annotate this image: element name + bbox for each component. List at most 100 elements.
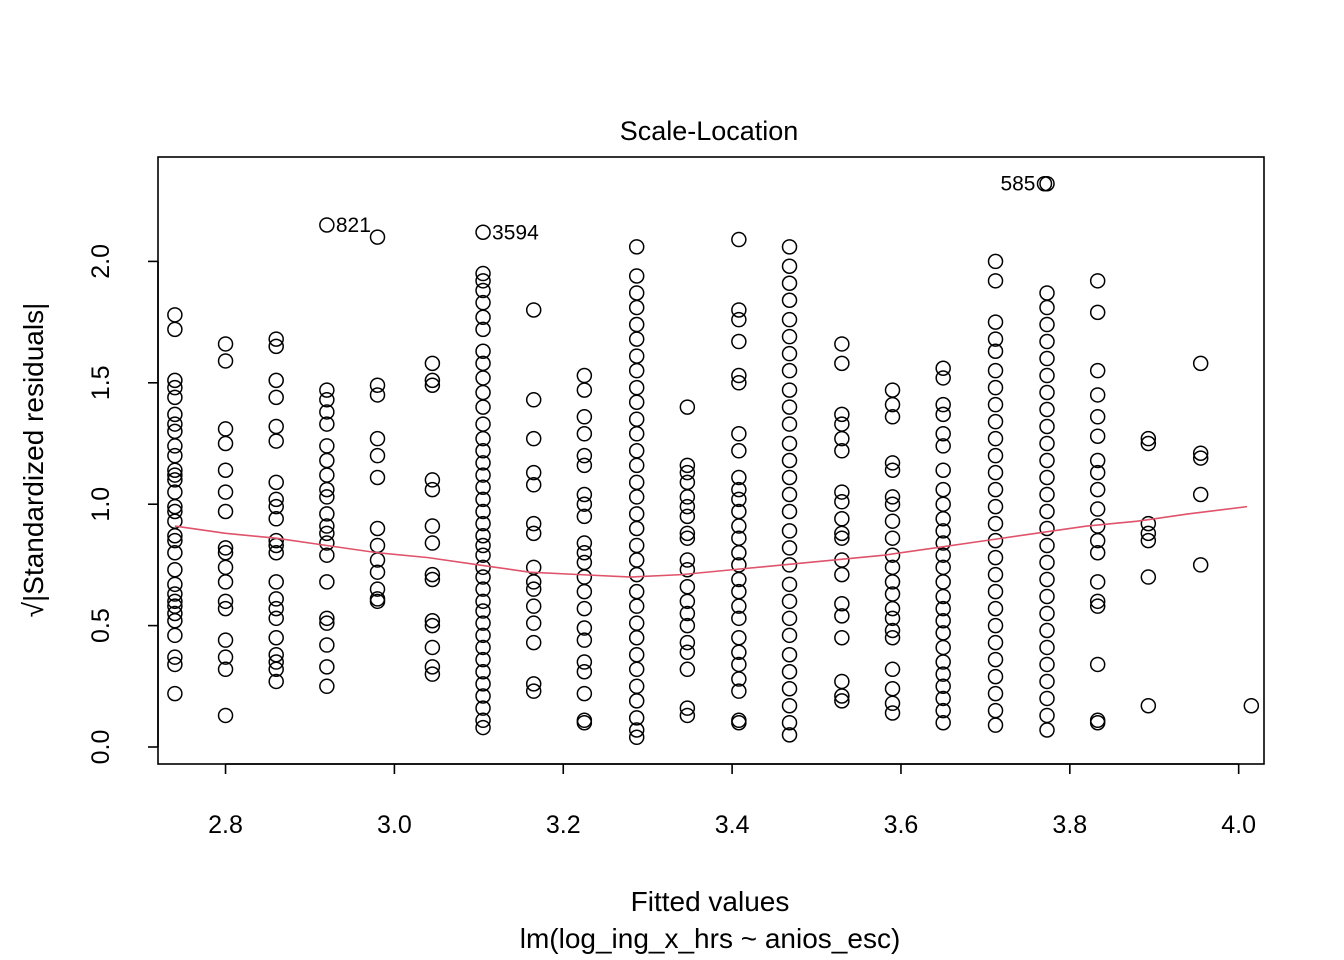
residual-point <box>319 525 335 542</box>
residual-point <box>884 496 901 512</box>
residual-point <box>1140 435 1157 452</box>
residual-point <box>935 535 951 551</box>
residual-point <box>424 535 441 551</box>
residual-point <box>268 491 284 508</box>
residual-point <box>628 678 645 695</box>
residual-point <box>679 474 696 491</box>
residual-point <box>781 399 798 415</box>
residual-point <box>319 392 335 408</box>
residual-point <box>987 583 1004 600</box>
residual-point <box>424 571 441 588</box>
y-tick-label: 2.0 <box>87 244 115 279</box>
residual-point <box>935 574 951 590</box>
residual-point <box>1192 445 1209 461</box>
residual-point <box>731 610 747 627</box>
residual-point <box>679 525 696 542</box>
residual-point <box>834 511 850 527</box>
residual-point <box>1039 333 1055 350</box>
residual-point <box>475 688 491 704</box>
residual-point <box>167 462 183 478</box>
residual-point <box>628 729 645 746</box>
residual-point <box>1243 697 1260 714</box>
residual-point <box>628 520 645 537</box>
residual-point <box>167 472 183 488</box>
residual-point <box>1089 273 1106 289</box>
residual-point <box>679 593 696 610</box>
residual-point <box>987 314 1004 330</box>
residual-point <box>935 588 951 605</box>
residual-point <box>628 285 645 301</box>
residual-point <box>576 409 593 425</box>
residual-point <box>475 491 491 508</box>
y-axis-label: √|Standardized residuals| <box>18 303 49 618</box>
residual-point <box>781 523 798 539</box>
residual-point <box>731 231 747 248</box>
residual-point <box>628 489 645 505</box>
residual-point <box>987 331 1004 347</box>
residual-point <box>781 258 798 275</box>
residual-point <box>268 511 284 527</box>
residual-point <box>935 666 951 682</box>
residual-point <box>1039 285 1055 301</box>
residual-point <box>475 581 491 597</box>
residual-point <box>935 462 951 478</box>
residual-point <box>731 333 747 350</box>
residual-point <box>834 629 850 646</box>
residual-point <box>268 545 284 561</box>
residual-point <box>679 399 696 415</box>
residual-point <box>884 622 901 639</box>
residual-point <box>628 299 645 316</box>
residual-point <box>731 545 747 561</box>
residual-point <box>576 583 593 600</box>
residual-point <box>319 518 335 534</box>
residual-point <box>319 506 335 522</box>
residual-point <box>369 430 386 447</box>
residual-point <box>576 654 593 670</box>
residual-point <box>1089 545 1106 561</box>
residual-point <box>167 389 183 406</box>
residual-point <box>1089 452 1106 469</box>
residual-point <box>319 637 335 653</box>
residual-point <box>781 362 798 379</box>
residual-point <box>628 443 645 459</box>
y-tick-label: 1.0 <box>87 487 115 522</box>
residual-point <box>731 426 747 442</box>
residual-point <box>475 651 491 668</box>
residual-point <box>1039 401 1055 418</box>
residual-point <box>834 608 850 624</box>
residual-point <box>987 549 1004 566</box>
residual-point <box>935 547 951 563</box>
residual-point <box>731 671 747 687</box>
residual-point <box>475 309 491 325</box>
residual-point <box>679 605 696 622</box>
residual-point <box>1192 486 1209 503</box>
residual-point <box>475 265 491 282</box>
residual-point <box>781 382 798 398</box>
x-tick-label: 4.0 <box>1221 811 1256 839</box>
residual-point <box>679 464 696 481</box>
residual-point <box>167 586 183 602</box>
residual-point <box>369 229 386 245</box>
residual-point <box>987 430 1004 447</box>
residual-point <box>1140 697 1157 714</box>
residual-point <box>167 545 183 561</box>
residual-point <box>628 629 645 646</box>
residual-point <box>424 612 441 629</box>
residual-point <box>731 302 747 318</box>
outlier-label: 585 <box>1000 173 1035 196</box>
residual-point <box>987 379 1004 396</box>
residual-point <box>731 518 747 534</box>
residual-point <box>781 646 798 663</box>
point-labels: 821 3594 585 <box>319 173 1053 244</box>
residual-point <box>525 574 542 590</box>
residual-point <box>217 435 234 452</box>
residual-point <box>268 661 284 678</box>
residual-point <box>935 426 951 442</box>
residual-point <box>628 661 645 678</box>
residual-point <box>475 569 491 585</box>
residual-point <box>1089 532 1106 549</box>
residual-point <box>1039 503 1055 520</box>
residual-point <box>319 416 335 432</box>
y-axis: 0.0 0.5 1.0 1.5 2.0 <box>87 244 159 764</box>
residual-point <box>525 430 542 447</box>
